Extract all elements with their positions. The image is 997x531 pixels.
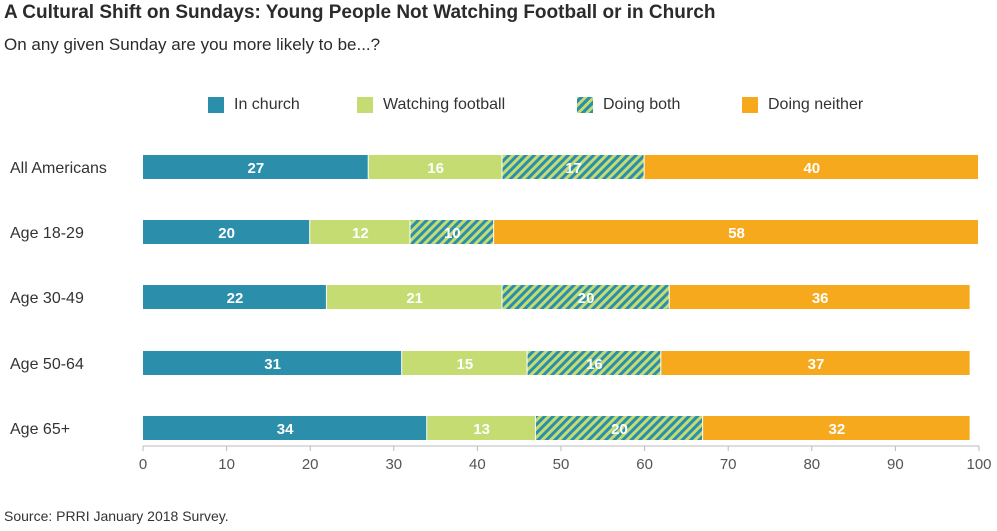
- data-label-age-30-49-doing-both: 20: [578, 290, 595, 307]
- bar-age-65-watching-football: [427, 416, 535, 440]
- legend-swatch-doing-neither: [742, 97, 758, 113]
- x-tick-label-100: 100: [966, 456, 991, 473]
- chart-title: A Cultural Shift on Sundays: Young Peopl…: [4, 2, 716, 23]
- legend-item-watching-football: Watching football: [357, 96, 505, 114]
- chart-subtitle: On any given Sunday are you more likely …: [4, 35, 381, 54]
- data-label-age-65-doing-both: 20: [611, 421, 628, 438]
- data-label-age-50-64-doing-both: 16: [586, 356, 603, 373]
- x-tick-label-50: 50: [553, 456, 570, 473]
- legend-item-doing-neither: Doing neither: [742, 96, 863, 114]
- data-label-age-50-64-doing-neither: 37: [808, 356, 825, 373]
- bar-all-americans-doing-neither: [644, 155, 978, 179]
- category-label-all-americans: All Americans: [10, 160, 107, 177]
- bar-age-50-64-doing-both: [527, 351, 661, 375]
- bar-age-65-doing-both: [535, 416, 703, 440]
- bar-age-65-in-church: [143, 416, 427, 440]
- x-tick-label-80: 80: [803, 456, 820, 473]
- bar-all-americans-in-church: [143, 155, 368, 179]
- legend-label-watching-football: Watching football: [383, 96, 506, 113]
- data-label-age-30-49-in-church: 22: [227, 290, 244, 307]
- data-label-all-americans-in-church: 27: [248, 160, 265, 177]
- x-tick-label-90: 90: [887, 456, 904, 473]
- bar-all-americans-watching-football: [368, 155, 502, 179]
- x-tick-label-30: 30: [385, 456, 402, 473]
- category-label-age-50-64: Age 50-64: [10, 356, 84, 373]
- data-label-age-65-in-church: 34: [277, 421, 294, 438]
- data-label-all-americans-watching-football: 16: [427, 160, 444, 177]
- data-label-age-18-29-in-church: 20: [218, 225, 235, 242]
- legend-item-doing-both: Doing both: [577, 96, 680, 114]
- x-tick-label-60: 60: [636, 456, 653, 473]
- data-label-all-americans-doing-both: 17: [565, 160, 582, 177]
- legend-swatch-in-church: [208, 97, 224, 113]
- category-label-age-30-49: Age 30-49: [10, 290, 84, 307]
- data-label-all-americans-doing-neither: 40: [803, 160, 820, 177]
- data-label-age-50-64-watching-football: 15: [457, 356, 474, 373]
- data-label-age-65-watching-football: 13: [473, 421, 490, 438]
- data-label-age-50-64-in-church: 31: [264, 356, 281, 373]
- bar-age-18-29-doing-both: [410, 220, 494, 244]
- data-label-age-30-49-watching-football: 21: [406, 290, 423, 307]
- legend-swatch-doing-both: [577, 97, 593, 113]
- category-label-age-18-29: Age 18-29: [10, 225, 84, 242]
- bar-age-50-64-doing-neither: [661, 351, 970, 375]
- chart-legend: In church Watching football Doing both D…: [0, 96, 997, 118]
- legend-label-in-church: In church: [234, 96, 300, 113]
- bar-age-50-64-watching-football: [402, 351, 527, 375]
- legend-swatch-watching-football: [357, 97, 373, 113]
- legend-item-in-church: In church: [208, 96, 300, 114]
- bar-age-30-49-watching-football: [326, 285, 502, 309]
- x-tick-label-40: 40: [469, 456, 486, 473]
- category-label-age-65: Age 65+: [10, 421, 70, 438]
- x-tick-label-70: 70: [720, 456, 737, 473]
- legend-label-doing-both: Doing both: [603, 96, 681, 113]
- bar-all-americans-doing-both: [502, 155, 644, 179]
- data-label-age-18-29-watching-football: 12: [352, 225, 369, 242]
- x-tick-label-0: 0: [139, 456, 147, 473]
- legend-label-doing-neither: Doing neither: [768, 96, 864, 113]
- bar-age-50-64-in-church: [143, 351, 402, 375]
- data-label-age-30-49-doing-neither: 36: [812, 290, 829, 307]
- data-label-age-65-doing-neither: 32: [829, 421, 846, 438]
- data-label-age-18-29-doing-both: 10: [444, 225, 461, 242]
- bar-age-30-49-doing-neither: [669, 285, 970, 309]
- x-tick-label-20: 20: [302, 456, 319, 473]
- bar-age-65-doing-neither: [703, 416, 970, 440]
- source-note: Source: PRRI January 2018 Survey.: [4, 508, 229, 524]
- x-tick-label-10: 10: [218, 456, 235, 473]
- bar-age-30-49-doing-both: [502, 285, 669, 309]
- bar-age-18-29-in-church: [143, 220, 310, 244]
- bar-age-30-49-in-church: [143, 285, 326, 309]
- bar-age-18-29-doing-neither: [494, 220, 978, 244]
- bar-age-18-29-watching-football: [310, 220, 410, 244]
- data-label-age-18-29-doing-neither: 58: [728, 225, 745, 242]
